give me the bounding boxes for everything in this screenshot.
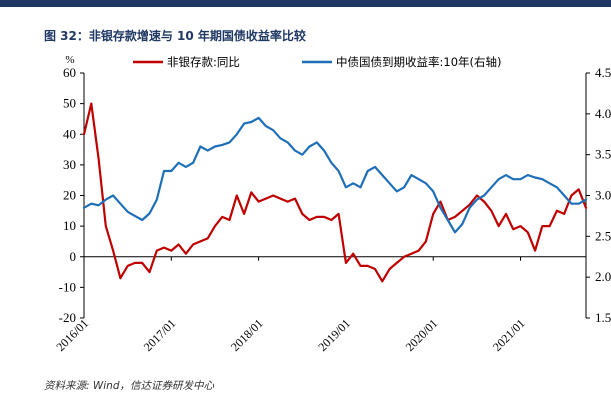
right-axis-tick-label: 2.5 xyxy=(595,228,611,243)
right-axis-tick-label: 3.0 xyxy=(595,188,611,203)
left-axis-tick-label: 0 xyxy=(70,249,77,264)
right-axis-tick-label: 4.0 xyxy=(595,106,611,121)
series-line-bond-yield xyxy=(82,116,588,234)
figure-title: 图 32：非银存款增速与 10 年期国债收益率比较 xyxy=(44,29,306,43)
source-note: 资料来源: Wind，信达证券研发中心 xyxy=(44,380,214,392)
legend-label: 非银存款:同比 xyxy=(167,55,240,69)
left-axis-tick-label: 30 xyxy=(63,157,76,172)
right-axis-tick-label: 1.5 xyxy=(595,310,611,325)
x-axis-tick-label: 2017/01 xyxy=(141,316,179,354)
x-axis-tick-label: 2021/01 xyxy=(490,316,528,354)
chart-legend: 非银存款:同比 中债国债到期收益率:10年(右轴) xyxy=(133,55,501,69)
header-bar xyxy=(0,0,611,7)
y-unit-label: % xyxy=(65,54,74,66)
left-axis-tick-label: 60 xyxy=(63,65,76,80)
left-axis-tick-label: 20 xyxy=(63,188,76,203)
legend-label: 中债国债到期收益率:10年(右轴) xyxy=(336,55,501,69)
x-axis-tick-label: 2020/01 xyxy=(403,316,441,354)
series-line-deposit-growth xyxy=(82,102,588,283)
right-axis-tick-label: 2.0 xyxy=(595,269,611,284)
left-axis-tick-label: -20 xyxy=(59,310,76,325)
left-axis-tick-label: 50 xyxy=(63,96,76,111)
left-axis-tick-label: -10 xyxy=(59,279,76,294)
right-axis-tick-label: 3.5 xyxy=(595,147,611,162)
right-axis-tick-label: 4.5 xyxy=(595,65,611,80)
chart-axes: -20 -10 0 10 20 30 40 50 60% 1.5 2.0 2.5 3.0 3.5 4.0 4.… xyxy=(53,54,611,354)
left-axis-tick-label: 10 xyxy=(63,218,76,233)
x-axis-tick-label: 2019/01 xyxy=(315,316,353,354)
left-axis-tick-label: 40 xyxy=(63,126,76,141)
chart-series xyxy=(82,102,588,283)
x-axis-tick-label: 2018/01 xyxy=(228,316,266,354)
